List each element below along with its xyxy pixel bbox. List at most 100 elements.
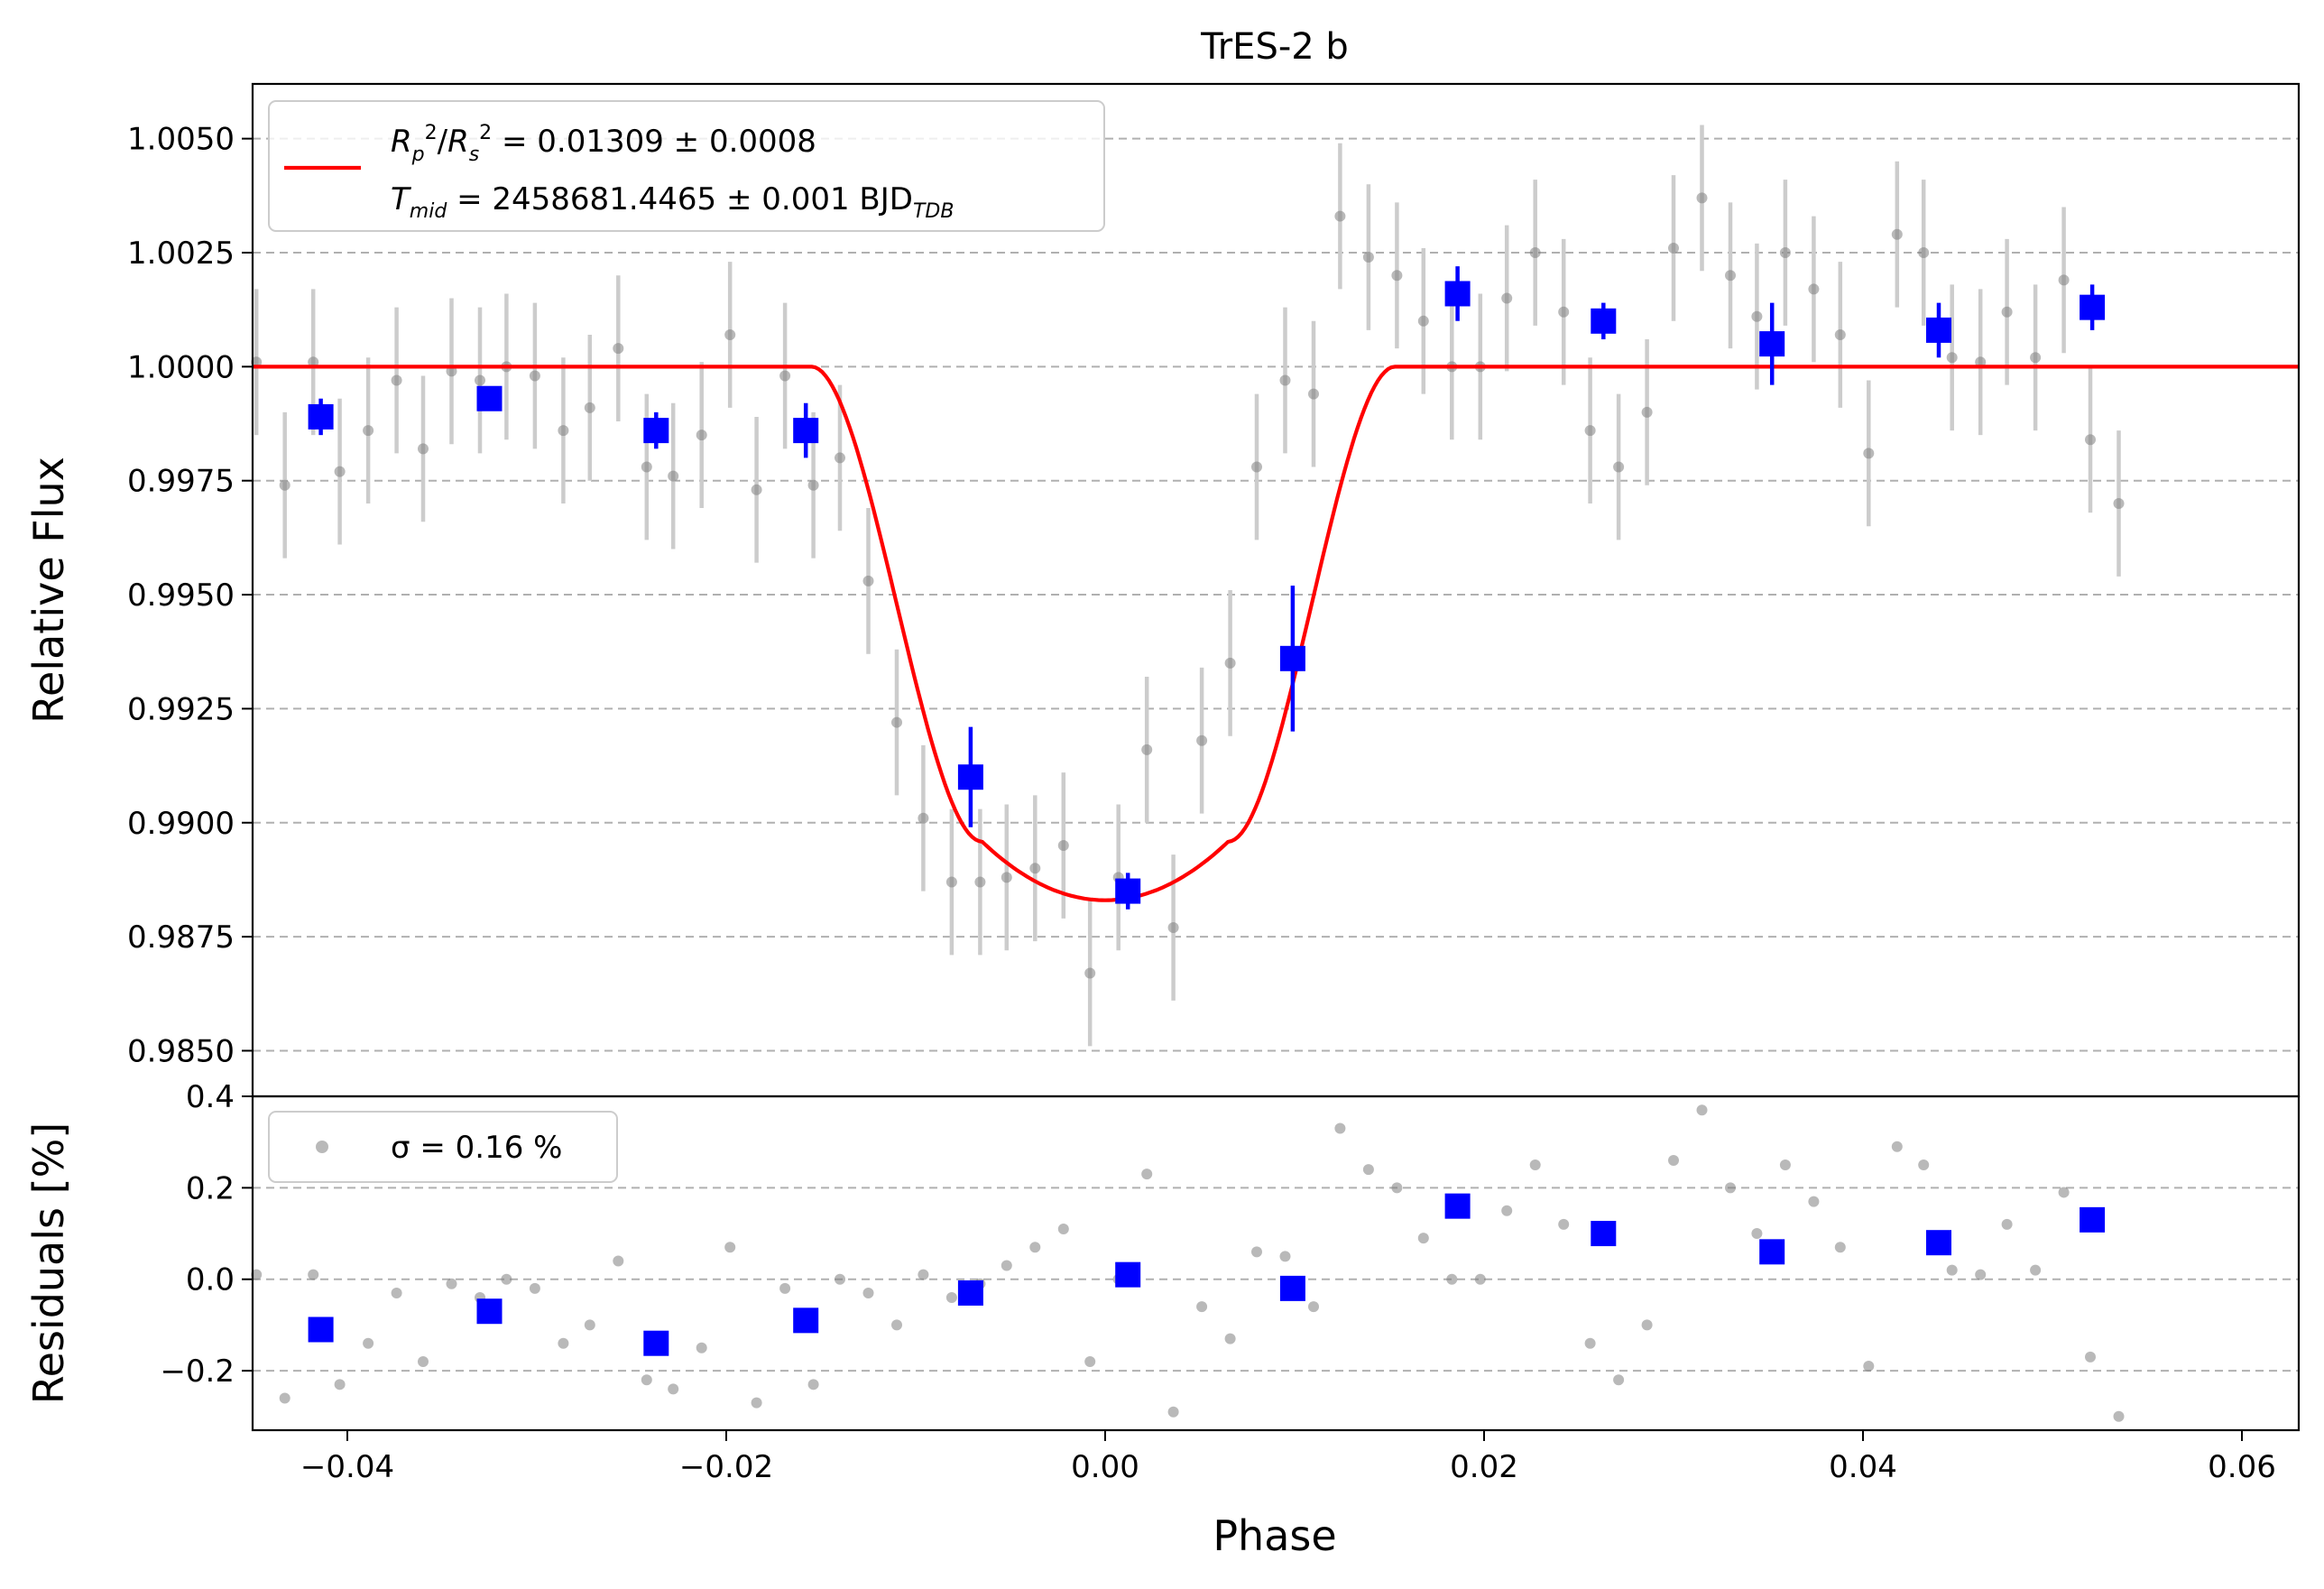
flux-raw-point xyxy=(251,356,263,368)
flux-binned-point xyxy=(1115,878,1141,904)
flux-raw-point xyxy=(668,470,679,482)
residual-raw-point xyxy=(1946,1264,1958,1276)
residuals-y-tick-label: −0.2 xyxy=(160,1353,235,1390)
legend-depth-label: Rp2/Rs2 = 0.01309 ± 0.0008 xyxy=(391,122,816,166)
flux-binned-point xyxy=(1444,281,1471,307)
residual-binned-point xyxy=(1115,1261,1141,1288)
residual-raw-point xyxy=(584,1319,595,1331)
flux-raw-point xyxy=(1725,270,1736,282)
residual-raw-point xyxy=(1029,1242,1041,1253)
flux-y-tick-label: 0.9875 xyxy=(127,919,235,956)
residual-raw-point xyxy=(1808,1196,1820,1207)
residual-raw-point xyxy=(696,1342,707,1353)
residual-raw-point xyxy=(2085,1351,2096,1363)
flux-raw-point xyxy=(1779,247,1791,258)
flux-binned-point xyxy=(1759,331,1785,357)
flux-raw-point xyxy=(807,479,819,491)
flux-raw-point xyxy=(1696,192,1708,204)
residual-raw-point xyxy=(1891,1141,1903,1152)
flux-binned-point xyxy=(1926,317,1951,343)
residuals-y-ticks: −0.2 0.0 0.2 0.4 xyxy=(160,1079,253,1390)
phase-x-axis-label: Phase xyxy=(1213,1511,1336,1560)
residual-raw-point xyxy=(1334,1122,1346,1134)
flux-binned-point xyxy=(1279,645,1305,671)
residual-raw-point xyxy=(779,1282,791,1294)
residuals-raw-points xyxy=(251,1104,2125,1422)
flux-legend-box xyxy=(268,100,1105,232)
flux-raw-point xyxy=(1501,292,1513,304)
residual-raw-point xyxy=(1668,1154,1679,1166)
residual-raw-point xyxy=(391,1287,402,1298)
flux-binned-point xyxy=(793,418,819,444)
residual-raw-point xyxy=(1613,1374,1625,1386)
residual-raw-point xyxy=(334,1379,346,1390)
flux-raw-point xyxy=(2058,274,2070,286)
flux-raw-point xyxy=(1808,283,1820,295)
residual-raw-point xyxy=(1529,1159,1541,1171)
flux-raw-point xyxy=(891,716,902,728)
residual-raw-point xyxy=(751,1397,762,1409)
flux-raw-point xyxy=(1417,315,1429,327)
residual-raw-point xyxy=(1834,1242,1846,1253)
residual-binned-point xyxy=(308,1316,334,1343)
flux-raw-point xyxy=(862,575,874,587)
residual-raw-point xyxy=(1251,1246,1262,1258)
flux-raw-point xyxy=(1834,328,1846,340)
flux-raw-point xyxy=(974,876,986,888)
flux-binned-point xyxy=(2080,294,2106,320)
phase-x-tick-label: −0.02 xyxy=(679,1449,773,1485)
residuals-panel: −0.2 0.0 0.2 0.4 −0.04 −0.02 0.00 0.02 0.04 0.06… xyxy=(24,1079,2301,1560)
residual-binned-point xyxy=(1279,1275,1305,1301)
residual-raw-point xyxy=(1417,1233,1429,1244)
flux-raw-point xyxy=(1751,310,1763,322)
flux-binned-point xyxy=(643,418,669,444)
residual-raw-point xyxy=(641,1374,652,1386)
residual-raw-point xyxy=(1751,1228,1763,1240)
flux-raw-point xyxy=(1918,247,1930,258)
flux-raw-point xyxy=(835,452,845,464)
residual-raw-point xyxy=(1446,1273,1458,1285)
flux-raw-point xyxy=(1167,922,1179,933)
residual-binned-point xyxy=(1759,1239,1785,1265)
flux-y-tick-label: 0.9975 xyxy=(127,464,235,500)
residual-raw-point xyxy=(1918,1159,1930,1171)
residual-raw-point xyxy=(363,1337,374,1349)
flux-raw-point xyxy=(1613,461,1625,473)
flux-y-tick-label: 0.9900 xyxy=(127,806,235,842)
residual-binned-point xyxy=(1591,1221,1617,1247)
flux-raw-point xyxy=(2113,497,2125,509)
flux-raw-point xyxy=(1029,863,1041,874)
flux-raw-point xyxy=(2001,306,2013,318)
flux-raw-point xyxy=(1863,448,1875,459)
flux-raw-point xyxy=(1558,306,1570,318)
flux-raw-point xyxy=(1057,840,1069,852)
residuals-legend-box xyxy=(268,1111,618,1183)
residual-raw-point xyxy=(2058,1187,2070,1198)
residual-raw-point xyxy=(1641,1319,1653,1331)
residual-raw-point xyxy=(891,1319,902,1331)
residual-raw-point xyxy=(1141,1169,1153,1180)
flux-raw-point xyxy=(475,374,485,386)
residual-raw-point xyxy=(1779,1159,1791,1171)
phase-x-tick-label: −0.04 xyxy=(300,1449,394,1485)
flux-y-tick-label: 1.0050 xyxy=(127,122,235,158)
residual-raw-point xyxy=(1224,1333,1236,1344)
residual-raw-point xyxy=(529,1282,540,1294)
flux-binned-point xyxy=(476,385,503,411)
flux-y-tick-label: 1.0025 xyxy=(127,236,235,272)
residual-raw-point xyxy=(279,1392,290,1404)
flux-raw-point xyxy=(391,374,402,386)
phase-x-tick-label: 0.04 xyxy=(1829,1449,1897,1485)
flux-y-tick-label: 0.9950 xyxy=(127,577,235,614)
phase-x-tick-label: 0.00 xyxy=(1071,1449,1139,1485)
flux-raw-point xyxy=(1251,461,1262,473)
phase-x-tick-label: 0.02 xyxy=(1450,1449,1518,1485)
flux-raw-point xyxy=(308,356,319,368)
flux-raw-point xyxy=(724,328,736,340)
residual-raw-point xyxy=(1084,1355,1096,1367)
flux-y-axis-label: Relative Flux xyxy=(24,457,73,724)
residual-raw-point xyxy=(1001,1260,1012,1271)
residual-raw-point xyxy=(418,1355,429,1367)
